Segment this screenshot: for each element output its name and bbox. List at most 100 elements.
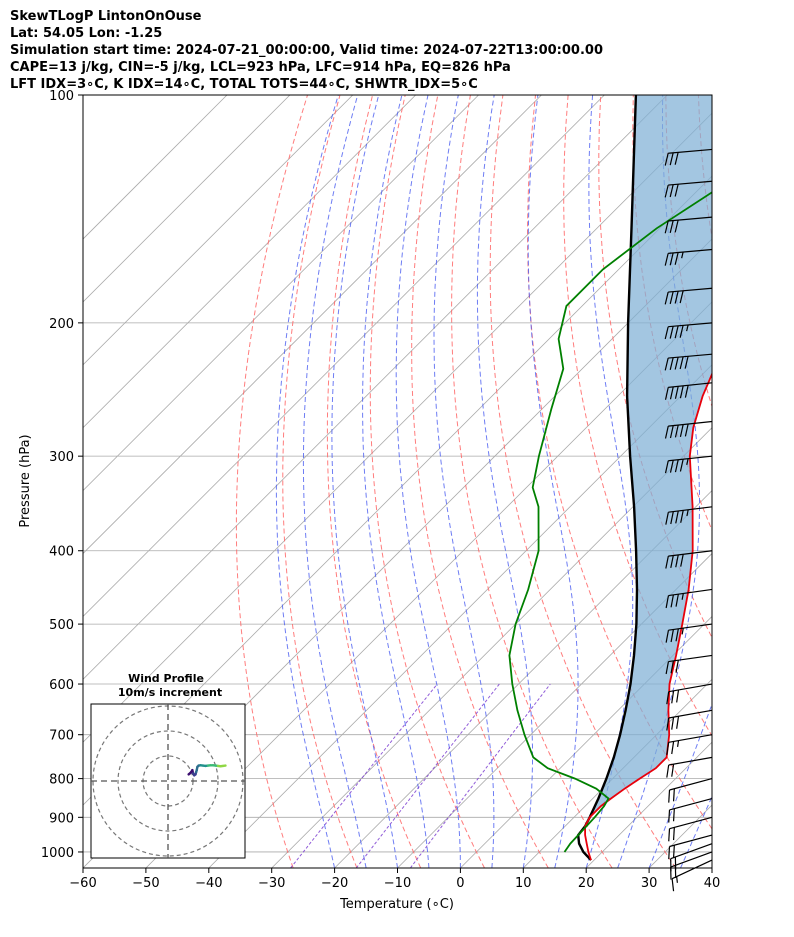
moist-adiabat	[433, 95, 495, 868]
wind-barb	[665, 623, 713, 643]
wind-barb	[664, 455, 713, 474]
wind-barb	[668, 834, 713, 860]
dewpoint-line	[508, 191, 712, 853]
indices-line: LFT IDX=3∘C, K IDX=14∘C, TOTAL TOTS=44∘C…	[10, 77, 478, 92]
wind-barb	[671, 859, 713, 892]
moist-adiabat	[395, 95, 461, 868]
time-line: Simulation start time: 2024-07-21_00:00:…	[10, 43, 603, 58]
isotherm-line	[83, 112, 712, 743]
y-tick-label: 200	[49, 317, 74, 332]
moist-adiabat-lines	[275, 95, 712, 868]
temperature-line	[584, 371, 712, 861]
moist-adiabat	[362, 95, 430, 868]
wind-barb	[668, 797, 713, 823]
moist-adiabat	[711, 866, 712, 868]
isotherm-line	[83, 95, 605, 617]
moist-adiabat	[275, 95, 339, 868]
y-tick-label: 800	[49, 773, 74, 788]
hodograph-subtitle: 10m/s increment	[118, 686, 222, 699]
x-axis-label: Temperature (∘C)	[339, 897, 454, 912]
x-axis: −60 −50 −40 −30 −20 −10 0 10 20 30 40	[69, 868, 720, 891]
isotherm-line	[83, 95, 479, 492]
wind-barb	[664, 216, 713, 234]
x-tick-label: −30	[258, 876, 285, 891]
dry-adiabat	[411, 95, 549, 868]
x-tick-label: 40	[704, 876, 721, 891]
hodograph-title: Wind Profile	[128, 672, 204, 685]
isotherm-line	[145, 301, 712, 868]
wind-barb	[670, 843, 713, 872]
moist-adiabat	[648, 702, 712, 868]
wind-barb	[665, 654, 713, 675]
y-axis-label: Pressure (hPa)	[18, 434, 33, 527]
moist-adiabat	[680, 795, 712, 868]
isotherm-line	[83, 95, 668, 680]
profile-lines	[508, 95, 712, 861]
isotherm-line	[83, 95, 354, 366]
dry-adiabat	[697, 95, 712, 241]
hodograph-inset: Wind Profile 10m/s increment	[90, 672, 246, 859]
hodograph-ring	[117, 730, 219, 832]
dry-adiabat	[526, 95, 712, 830]
isotherm-line	[334, 490, 712, 868]
y-tick-label: 500	[49, 618, 74, 633]
dry-adiabat	[235, 95, 308, 868]
isotherm-line	[83, 95, 228, 240]
wind-barb	[666, 734, 713, 755]
dry-adiabat	[282, 95, 358, 868]
wind-barb	[664, 382, 713, 400]
wind-barb	[666, 756, 713, 778]
wind-barb	[664, 322, 713, 340]
moist-adiabat	[302, 95, 367, 868]
x-tick-label: 30	[641, 876, 658, 891]
moist-adiabat	[331, 95, 398, 868]
isotherm-line	[775, 95, 794, 868]
y-tick-label: 1000	[41, 846, 74, 861]
mixing-ratio-line	[409, 683, 551, 868]
dry-adiabat	[731, 95, 794, 868]
y-tick-label: 600	[49, 678, 74, 693]
moist-adiabat	[585, 95, 634, 868]
x-tick-label: 10	[515, 876, 532, 891]
y-tick-label: 400	[49, 545, 74, 560]
x-tick-label: −10	[384, 876, 411, 891]
wind-barb	[666, 683, 713, 705]
chart-header: SkewTLogP LintonOnOuse Lat: 54.05 Lon: -…	[10, 8, 603, 93]
dry-adiabat	[451, 95, 613, 868]
dry-adiabat	[489, 95, 677, 868]
wind-barb	[664, 180, 713, 198]
cape-line: CAPE=13 j/kg, CIN=-5 j/kg, LCL=923 hPa, …	[10, 60, 511, 75]
wind-barb	[668, 816, 713, 842]
cape-area	[585, 95, 712, 827]
mixing-ratio-line	[355, 683, 500, 868]
wind-barb	[665, 506, 713, 525]
wind-barb	[665, 550, 713, 569]
wind-barb	[666, 709, 713, 731]
isotherm-line	[83, 95, 416, 429]
moist-adiabat	[476, 95, 533, 868]
y-axis: 1000 900 800 700 600 500 400 300 200 100	[41, 89, 83, 861]
cape-shading	[585, 95, 712, 827]
y-tick-label: 300	[49, 450, 74, 465]
x-tick-label: 20	[578, 876, 595, 891]
y-tick-label: 100	[49, 89, 74, 104]
dry-adiabat	[369, 95, 485, 868]
dry-adiabat	[764, 95, 794, 868]
wind-barbs	[664, 148, 713, 892]
isotherm-line	[83, 95, 542, 555]
isotherm-line	[711, 867, 712, 868]
wind-barb	[665, 588, 713, 609]
wind-barb	[664, 148, 713, 166]
x-tick-label: −50	[132, 876, 159, 891]
wind-barb	[664, 420, 713, 439]
wind-barb	[664, 287, 713, 305]
dry-adiabat	[563, 95, 712, 737]
x-tick-label: 0	[456, 876, 464, 891]
isotherm-line	[83, 95, 291, 303]
x-tick-label: −60	[69, 876, 96, 891]
location-line: Lat: 54.05 Lon: -1.25	[10, 26, 163, 41]
moist-adiabat	[527, 95, 579, 868]
wind-barb	[664, 248, 713, 266]
x-tick-label: −40	[195, 876, 222, 891]
